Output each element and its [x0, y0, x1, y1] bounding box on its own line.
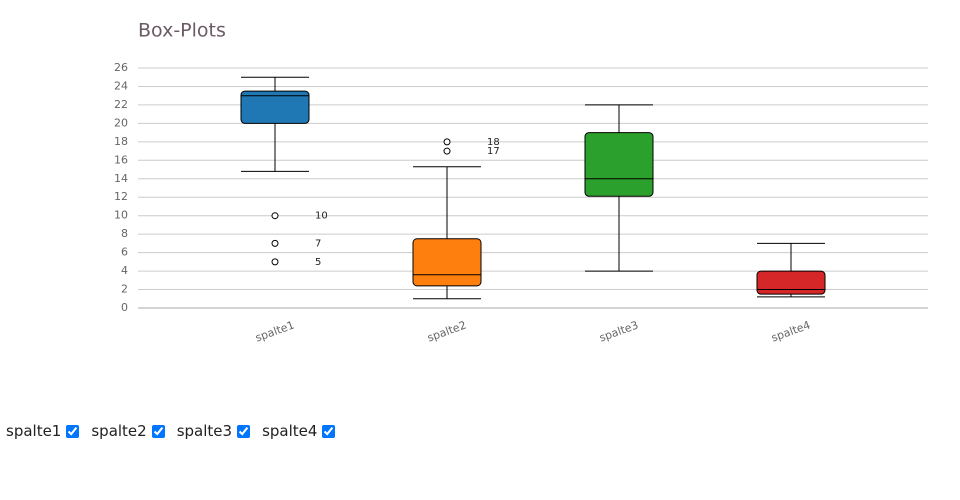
box — [584, 132, 654, 197]
outlier-label: 18 — [487, 137, 500, 148]
y-tick-label: 2 — [121, 283, 128, 296]
y-tick-label: 22 — [114, 98, 128, 111]
toggle-checkbox[interactable] — [66, 424, 80, 438]
y-tick-label: 24 — [114, 79, 128, 92]
y-tick-label: 16 — [114, 153, 128, 166]
toggle-label: spalte1 — [6, 422, 62, 440]
x-tick-label: spalte3 — [598, 318, 641, 344]
toggle-checkbox[interactable] — [322, 424, 336, 438]
y-tick-label: 0 — [121, 301, 128, 314]
outlier — [443, 147, 451, 155]
outlier — [271, 212, 279, 220]
y-tick-label: 26 — [114, 61, 128, 74]
chart: Box-Plots 02468101214161820222426spalte1… — [114, 20, 928, 345]
y-tick-label: 8 — [121, 227, 128, 240]
toggle-checkbox[interactable] — [151, 424, 165, 438]
outlier — [271, 239, 279, 247]
toggle-checkbox[interactable] — [237, 424, 251, 438]
y-tick-label: 14 — [114, 172, 128, 185]
y-tick-label: 6 — [121, 246, 128, 259]
y-tick-label: 12 — [114, 190, 128, 203]
y-tick-label: 18 — [114, 135, 128, 148]
y-tick-label: 4 — [121, 264, 128, 277]
outlier-label: 10 — [315, 211, 328, 222]
outlier — [443, 138, 451, 146]
x-tick-label: spalte2 — [426, 318, 469, 344]
series-toggle[interactable]: spalte2 — [91, 422, 165, 440]
y-tick-label: 10 — [114, 209, 128, 222]
chart-title: Box-Plots — [138, 20, 226, 42]
y-tick-label: 20 — [114, 116, 128, 129]
toggle-label: spalte3 — [176, 422, 233, 440]
series-toggle[interactable]: spalte1 — [6, 422, 80, 440]
outlier-label: 17 — [487, 146, 500, 157]
series-toggle[interactable]: spalte3 — [176, 422, 251, 440]
series-toggle[interactable]: spalte4 — [262, 422, 336, 440]
outlier-label: 5 — [315, 257, 321, 268]
toggle-label: spalte2 — [91, 422, 147, 440]
x-tick-label: spalte1 — [254, 318, 297, 344]
x-tick-label: spalte4 — [770, 318, 813, 344]
toggle-label: spalte4 — [262, 422, 318, 440]
box — [240, 90, 310, 124]
outlier — [271, 258, 279, 266]
box — [756, 270, 826, 295]
box — [412, 238, 482, 287]
outlier-label: 7 — [315, 238, 321, 249]
series-toggles: spalte1 spalte2 spalte3 spalte4 — [6, 422, 336, 440]
